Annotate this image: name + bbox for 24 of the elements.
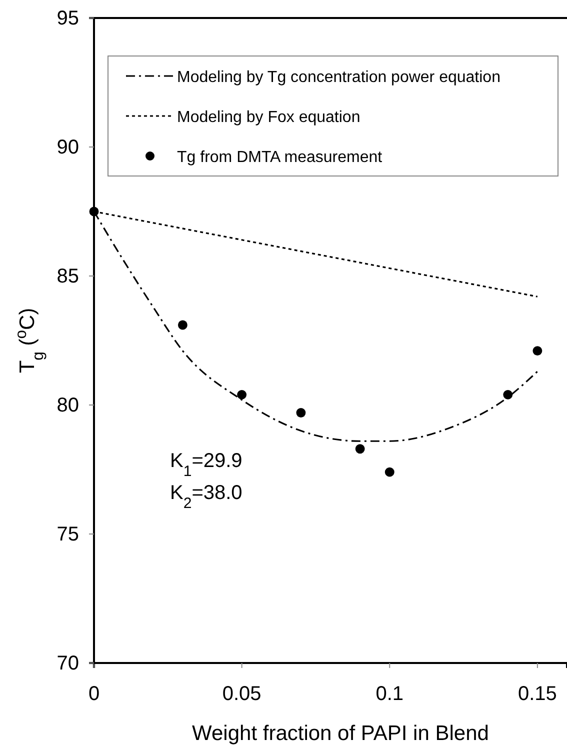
point <box>384 467 394 477</box>
y-tick-label: 85 <box>56 265 79 288</box>
point <box>296 408 306 418</box>
point <box>532 346 542 356</box>
y-tick-label: 70 <box>56 652 79 674</box>
legend-label: Modeling by Tg concentration power equation <box>177 69 500 86</box>
point <box>89 206 99 216</box>
y-tick-label: 90 <box>56 136 79 158</box>
x-tick-label: 0 <box>88 683 100 706</box>
point <box>237 390 247 400</box>
x-tick-label: 0.1 <box>376 683 404 706</box>
annotation: K$_{2}$=38.0 <box>170 482 242 512</box>
point <box>503 390 513 400</box>
y-tick-label: 95 <box>56 7 79 30</box>
point <box>178 320 188 330</box>
point <box>355 444 365 454</box>
legend-label: Tg from DMTA measurement <box>177 149 383 166</box>
legend-label: Modeling by Fox equation <box>177 109 360 126</box>
y-tick-label: 75 <box>56 523 79 546</box>
x-axis-title: Weight fraction of PAPI in Blend <box>192 722 489 745</box>
x-tick-label: 0.05 <box>222 683 262 706</box>
annotation: K$_{1}$=29.9 <box>170 450 242 480</box>
y-tick-label: 80 <box>56 394 79 416</box>
x-tick-label: 0.15 <box>518 683 557 706</box>
